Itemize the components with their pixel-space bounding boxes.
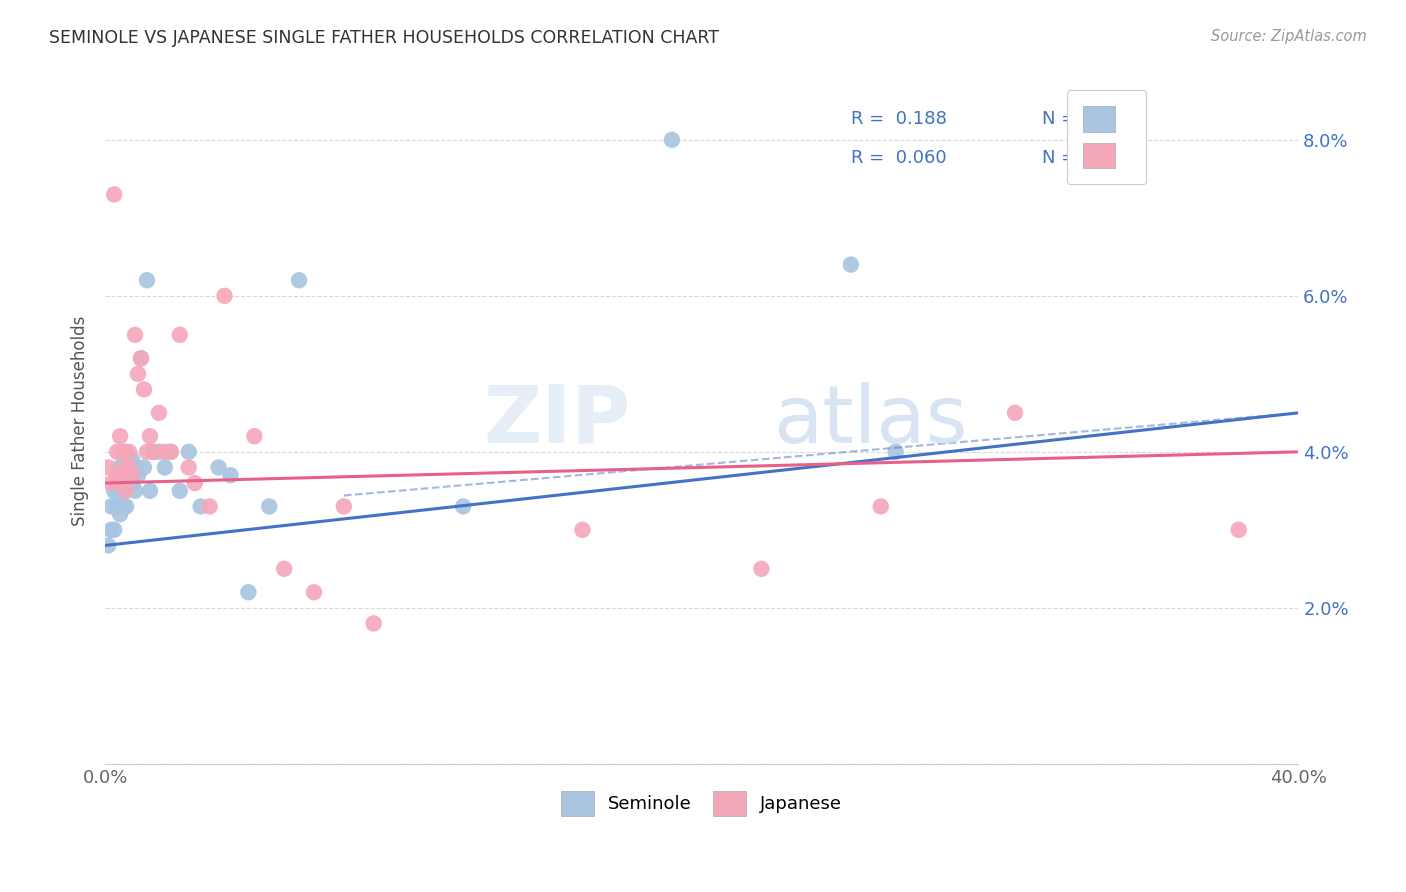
Point (115, 468, 138, 483)
Point (142, 445, 165, 459)
Point (108, 429, 131, 443)
Point (108, 483, 131, 498)
Point (177, 445, 200, 459)
Point (124, 327, 146, 342)
Point (139, 429, 162, 443)
Point (105, 468, 128, 483)
Point (105, 468, 128, 483)
Point (115, 483, 138, 498)
Point (169, 327, 191, 342)
Point (148, 406, 170, 420)
Point (571, 523, 593, 537)
Point (1004, 406, 1026, 420)
Point (103, 187, 125, 202)
Point (219, 468, 242, 483)
Point (112, 460, 135, 475)
Point (112, 476, 135, 491)
Point (259, 500, 281, 514)
Point (333, 500, 356, 514)
Point (139, 483, 162, 498)
Point (136, 445, 159, 459)
Point (115, 460, 138, 475)
Point (153, 460, 176, 475)
Point (127, 367, 149, 381)
Point (1227, 523, 1250, 537)
Point (160, 445, 183, 459)
Point (103, 483, 125, 498)
Point (132, 383, 155, 397)
Point (190, 500, 212, 514)
Point (97, 538, 120, 552)
Point (136, 273, 159, 287)
Point (288, 273, 311, 287)
Text: N = 39: N = 39 (1042, 150, 1105, 168)
Point (129, 351, 152, 366)
Point (160, 445, 183, 459)
Point (124, 460, 146, 475)
Point (661, 133, 683, 147)
Point (108, 507, 131, 521)
Point (100, 476, 122, 491)
Point (105, 500, 128, 514)
Point (198, 500, 221, 514)
Point (97, 460, 120, 475)
Point (207, 460, 229, 475)
Point (751, 562, 773, 576)
Point (214, 289, 236, 303)
Point (132, 460, 155, 475)
Point (451, 500, 474, 514)
Text: SEMINOLE VS JAPANESE SINGLE FATHER HOUSEHOLDS CORRELATION CHART: SEMINOLE VS JAPANESE SINGLE FATHER HOUSE… (49, 29, 720, 46)
Point (273, 562, 295, 576)
Y-axis label: Single Father Households: Single Father Households (72, 316, 89, 525)
Point (112, 500, 135, 514)
Point (153, 445, 176, 459)
Point (115, 445, 138, 459)
Point (100, 523, 122, 537)
Point (238, 585, 260, 599)
Point (148, 445, 170, 459)
Legend: Seminole, Japanese: Seminole, Japanese (554, 783, 849, 823)
Point (183, 476, 205, 491)
Point (302, 585, 325, 599)
Point (100, 500, 122, 514)
Point (363, 616, 385, 631)
Point (118, 445, 141, 459)
Point (118, 460, 141, 475)
Point (112, 483, 135, 498)
Point (118, 460, 141, 475)
Point (243, 429, 266, 443)
Text: Source: ZipAtlas.com: Source: ZipAtlas.com (1211, 29, 1367, 44)
Point (127, 468, 149, 483)
Point (129, 351, 152, 366)
Point (103, 523, 125, 537)
Point (884, 445, 907, 459)
Point (105, 445, 128, 459)
Point (124, 483, 146, 498)
Point (169, 483, 191, 498)
Text: R =  0.188: R = 0.188 (851, 110, 946, 128)
Text: ZIP: ZIP (482, 382, 630, 459)
Point (121, 468, 143, 483)
Point (121, 452, 143, 467)
Point (115, 500, 138, 514)
Point (177, 460, 200, 475)
Text: N = 43: N = 43 (1042, 110, 1105, 128)
Point (142, 445, 165, 459)
Point (108, 460, 131, 475)
Point (108, 468, 131, 483)
Point (839, 258, 862, 272)
Point (869, 500, 891, 514)
Text: R =  0.060: R = 0.060 (851, 150, 946, 168)
Point (112, 445, 135, 459)
Text: atlas: atlas (773, 382, 967, 459)
Point (121, 476, 143, 491)
Point (118, 476, 141, 491)
